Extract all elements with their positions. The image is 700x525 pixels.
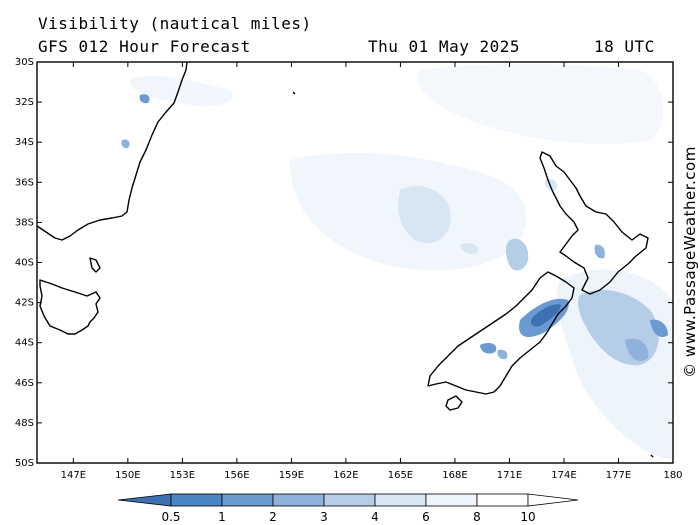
visibility-patch	[650, 319, 668, 338]
visibility-patch	[460, 242, 479, 254]
faint-visibility-patch	[130, 75, 233, 107]
colorbar-label: 1	[218, 510, 226, 524]
lat-label: 32S	[15, 97, 34, 108]
forecast-time: 18 UTC	[594, 37, 655, 56]
lon-label: 147E	[61, 470, 86, 481]
visibility-patch	[398, 186, 451, 244]
colorbar-label: 3	[320, 510, 328, 524]
stewart-island-coastline	[445, 395, 463, 411]
tasmania-coastline	[39, 279, 101, 335]
colorbar-cell	[170, 493, 223, 507]
lon-label: 156E	[224, 470, 249, 481]
visibility-patch	[594, 244, 605, 259]
colorbar-label: 2	[269, 510, 277, 524]
lat-label: 36S	[15, 177, 34, 188]
colorbar-extend-high	[527, 493, 579, 507]
colorbar: 0.5 1 2 3 4 6 8 10	[117, 493, 579, 524]
visibility-patch	[139, 94, 150, 104]
north-island-coastline	[539, 151, 649, 295]
lat-label: 42S	[15, 298, 34, 309]
map-frame	[36, 61, 674, 464]
visibility-patch	[505, 238, 529, 271]
colorbar-extend-low	[117, 493, 172, 507]
lon-label: 162E	[333, 470, 358, 481]
colorbar-label: 10	[520, 510, 535, 524]
visibility-shading	[121, 64, 672, 460]
lon-label: 165E	[388, 470, 413, 481]
colorbar-label: 4	[371, 510, 379, 524]
lon-label: 174E	[551, 470, 576, 481]
low-visibility-band	[480, 342, 497, 354]
colorbar-cell	[323, 493, 376, 507]
small-island-coastline	[650, 454, 654, 458]
lat-label: 38S	[15, 217, 34, 228]
low-visibility-band	[530, 304, 561, 327]
lon-label: 180	[663, 470, 682, 481]
lat-label: 50S	[15, 458, 34, 469]
coastlines	[37, 62, 654, 458]
lat-label: 40S	[15, 258, 34, 269]
lat-label: 30S	[15, 57, 34, 68]
colorbar-label: 6	[422, 510, 430, 524]
colorbar-cell	[221, 493, 274, 507]
faint-visibility-patch	[417, 64, 664, 144]
flinders-island-coastline	[89, 257, 101, 273]
colorbar-cell	[425, 493, 478, 507]
colorbar-label: 8	[473, 510, 481, 524]
lon-label: 150E	[115, 470, 140, 481]
lon-label: 153E	[170, 470, 195, 481]
longitude-labels: 147E 150E 153E 156E 159E 162E 165E 168E 171E 174E…	[61, 470, 683, 481]
colorbar-cell	[272, 493, 325, 507]
forecast-date: Thu 01 May 2025	[368, 37, 520, 56]
visibility-patch	[625, 338, 649, 361]
low-visibility-band	[497, 349, 508, 360]
lon-label: 171E	[497, 470, 522, 481]
lon-label: 177E	[606, 470, 631, 481]
lat-label: 46S	[15, 378, 34, 389]
lat-label: 44S	[15, 338, 34, 349]
lon-label: 168E	[442, 470, 467, 481]
colorbar-label: 0.5	[161, 510, 180, 524]
colorbar-cell	[476, 493, 529, 507]
latitude-labels: 30S 32S 34S 36S 38S 40S 42S 44S 46S 48S 50S	[15, 57, 34, 469]
lat-label: 48S	[15, 418, 34, 429]
south-island-coastline	[427, 271, 575, 395]
lon-label: 159E	[279, 470, 304, 481]
australia-coastline	[37, 62, 188, 241]
map-title: Visibility (nautical miles)	[38, 14, 312, 33]
forecast-label: GFS 012 Hour Forecast	[38, 37, 251, 56]
colorbar-cell	[374, 493, 427, 507]
visibility-patch	[121, 139, 130, 149]
lord-howe-island-coastline	[292, 91, 296, 95]
lat-label: 34S	[15, 137, 34, 148]
